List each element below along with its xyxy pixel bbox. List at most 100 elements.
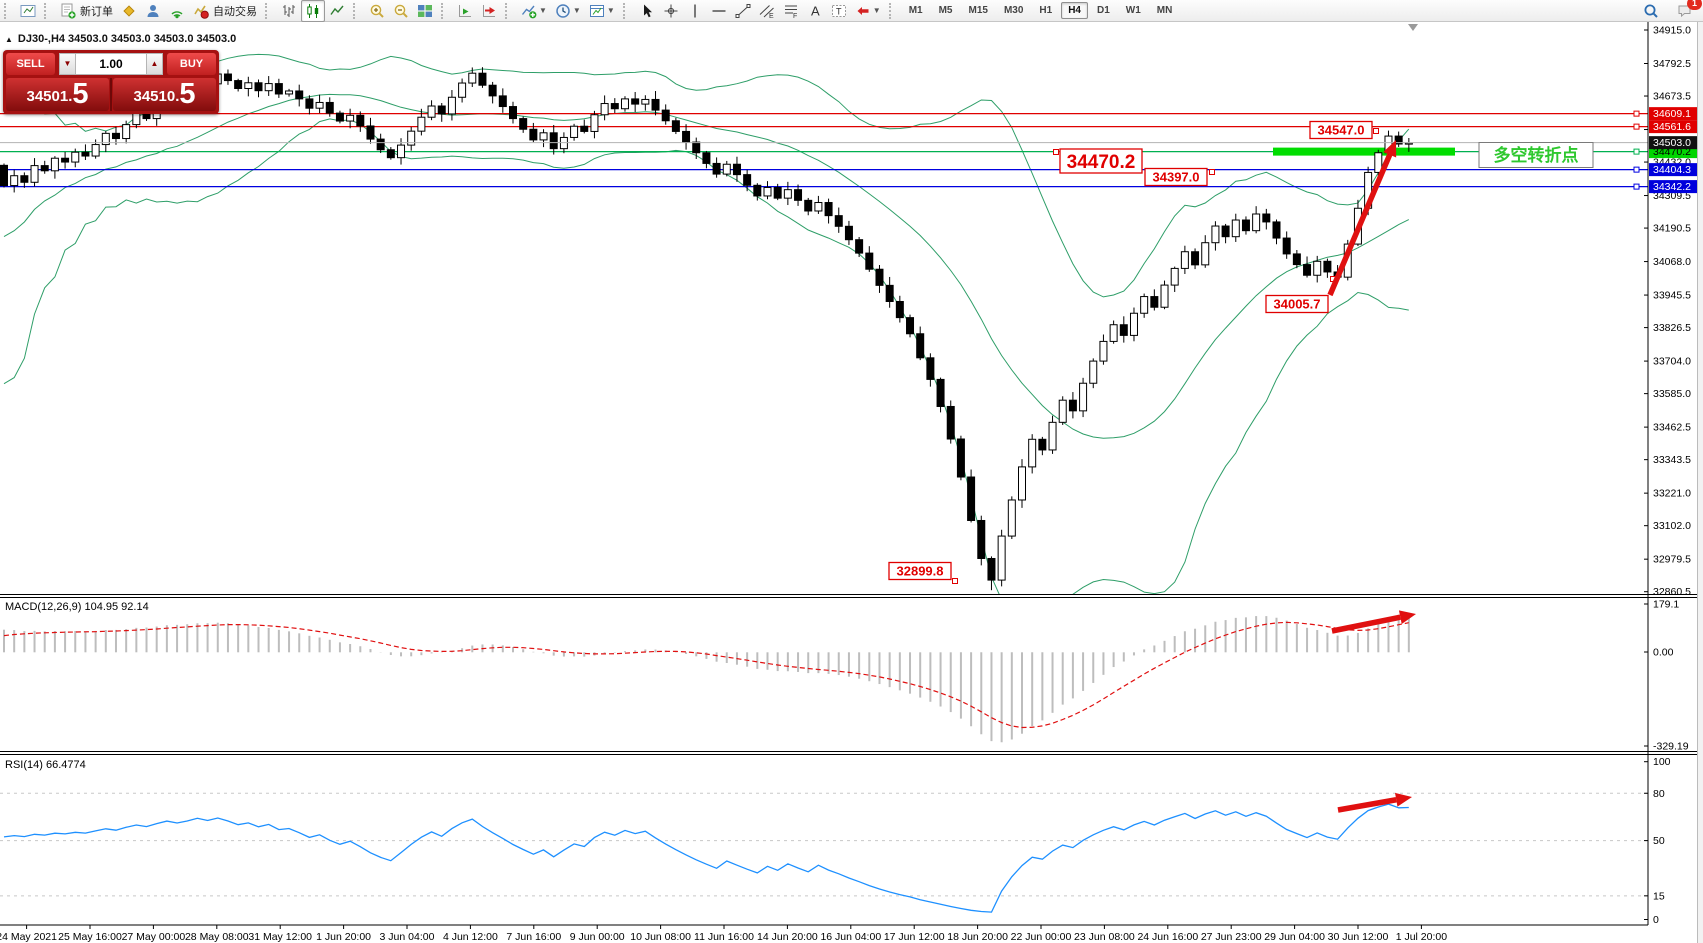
main-pane[interactable] <box>0 53 1648 616</box>
candle-body <box>234 80 243 90</box>
new-order-button[interactable]: 新订单 <box>56 0 117 22</box>
sell-price[interactable]: 34501. 5 <box>6 78 109 111</box>
crosshair-button[interactable] <box>659 0 683 22</box>
price-annotation[interactable]: 34470.2 <box>1053 148 1143 174</box>
line-handle[interactable] <box>1633 166 1640 173</box>
volume-decrease-button[interactable]: ▼ <box>59 53 76 75</box>
chevron-down-icon[interactable]: ▼ <box>872 6 881 15</box>
chevron-down-icon[interactable]: ▼ <box>539 6 547 15</box>
svg-text:F: F <box>793 13 797 19</box>
candle-body <box>1058 399 1067 423</box>
collapse-panel-icon[interactable]: ▲ <box>5 34 13 44</box>
buy-button[interactable]: BUY <box>167 53 216 75</box>
time-tick-label: 14 Jun 20:00 <box>757 931 818 943</box>
line-handle[interactable] <box>1633 123 1640 130</box>
price-axis[interactable]: 34915.034792.534673.534551.034432.034309… <box>1644 25 1691 927</box>
trendline-button[interactable] <box>731 0 755 22</box>
volume-input[interactable] <box>76 53 146 75</box>
time-tick-label: 27 May 00:00 <box>122 931 186 943</box>
price-annotation[interactable]: 34397.0 <box>1144 167 1215 187</box>
market-button[interactable] <box>117 0 141 22</box>
line-handle[interactable] <box>1633 148 1640 155</box>
periods-button[interactable]: ▼ <box>551 0 585 22</box>
bar-chart-button[interactable] <box>277 0 301 22</box>
price-divider <box>110 78 112 111</box>
zoom-out-button[interactable] <box>389 0 413 22</box>
chevron-down-icon[interactable]: ▼ <box>572 6 581 15</box>
candle-body <box>1211 225 1220 244</box>
macd-pane[interactable] <box>3 614 1410 743</box>
chart-shift-button[interactable] <box>477 0 501 22</box>
cursor-button[interactable] <box>635 0 659 22</box>
candle-body <box>111 132 120 140</box>
timeframe-m30-button[interactable]: M30 <box>1003 5 1024 16</box>
algo-trading-button[interactable]: 自动交易 <box>189 0 261 22</box>
line-handle[interactable] <box>1633 183 1640 190</box>
text-label-button[interactable]: T <box>827 0 851 22</box>
rsi-arrow[interactable] <box>1337 792 1412 813</box>
auto-scroll-button[interactable] <box>453 0 477 22</box>
rally-arrow[interactable] <box>1327 140 1397 297</box>
zoom-in-button[interactable] <box>365 0 389 22</box>
community-button[interactable] <box>141 0 165 22</box>
time-axis[interactable]: 24 May 2021 25 May 16:00 27 May 00:00 28 Ma… <box>0 925 1447 943</box>
timeframe-h4-button[interactable]: H4 <box>1061 2 1088 19</box>
line-chart-button[interactable] <box>325 0 349 22</box>
search-button[interactable] <box>1639 0 1663 22</box>
price-annotation[interactable]: 34005.7 <box>1265 276 1336 314</box>
chart-area[interactable]: 34915.034792.534673.534551.034432.034309… <box>0 22 1703 943</box>
price-annotation[interactable]: 34547.0 <box>1309 120 1379 140</box>
svg-text:34404.3: 34404.3 <box>1653 164 1691 176</box>
shapes-button[interactable]: ▼ <box>851 0 885 22</box>
svg-text:32899.8: 32899.8 <box>897 564 944 579</box>
timeframe-d1-button[interactable]: D1 <box>1097 5 1110 16</box>
timeframe-w1-button[interactable]: W1 <box>1125 5 1141 16</box>
toolbar-grip <box>4 2 13 19</box>
notifications-button[interactable]: 1 <box>1673 0 1702 22</box>
price-annotation[interactable]: 32899.8 <box>888 561 958 584</box>
fibonacci-button[interactable]: F <box>779 0 803 22</box>
timeframe-m5-button[interactable]: M5 <box>938 5 953 16</box>
text-button[interactable]: A <box>803 0 827 22</box>
toolbar-grip <box>622 2 632 19</box>
candle-body <box>1292 253 1301 266</box>
volume-increase-button[interactable]: ▲ <box>146 53 163 75</box>
turning-point-band[interactable] <box>1273 147 1455 156</box>
indicators-icon <box>521 5 537 18</box>
equidistant-channel-button[interactable]: E <box>755 0 779 22</box>
templates-button[interactable]: ▼ <box>585 0 619 22</box>
tile-windows-button[interactable] <box>413 0 437 22</box>
note-annotation[interactable]: 多空转折点 <box>1478 142 1594 168</box>
candle-body <box>91 144 100 157</box>
timeframe-mn-button[interactable]: MN <box>1156 5 1173 16</box>
timeframe-m15-button[interactable]: M15 <box>968 5 988 16</box>
linechart-icon <box>330 5 344 15</box>
macd-arrow[interactable] <box>1331 610 1416 634</box>
candle-body <box>1282 237 1291 255</box>
price-badge: 34561.6 <box>1649 120 1702 134</box>
indicators-button[interactable]: ▼ <box>517 0 551 22</box>
line-handle[interactable] <box>1633 110 1640 117</box>
candle-body <box>610 103 619 110</box>
new-chart-button[interactable] <box>16 0 40 22</box>
timeframe-m1-button[interactable]: M1 <box>908 5 923 16</box>
time-tick-label: 30 Jun 12:00 <box>1328 931 1389 943</box>
buy-price[interactable]: 34510. 5 <box>113 78 216 111</box>
rsi-pane[interactable] <box>0 792 1648 913</box>
candle-chart-button[interactable] <box>301 0 325 22</box>
candle-body <box>142 112 151 120</box>
signals-button[interactable] <box>165 0 189 22</box>
shift-marker-icon[interactable] <box>1408 24 1418 31</box>
price-chart[interactable]: 34915.034792.534673.534551.034432.034309… <box>0 22 1703 943</box>
timeframe-h1-button[interactable]: H1 <box>1039 5 1053 16</box>
candle-body <box>10 175 19 187</box>
chevron-down-icon[interactable]: ▼ <box>606 6 615 15</box>
vertical-line-button[interactable] <box>683 0 707 22</box>
candle-body <box>1241 219 1250 232</box>
candle-body <box>651 98 660 111</box>
sell-button[interactable]: SELL <box>6 53 55 75</box>
horizontal-line-button[interactable] <box>707 0 731 22</box>
candle-body <box>122 124 131 140</box>
buy-price-big-digit: 5 <box>179 78 196 110</box>
price-tick-label: 32979.5 <box>1653 554 1691 566</box>
